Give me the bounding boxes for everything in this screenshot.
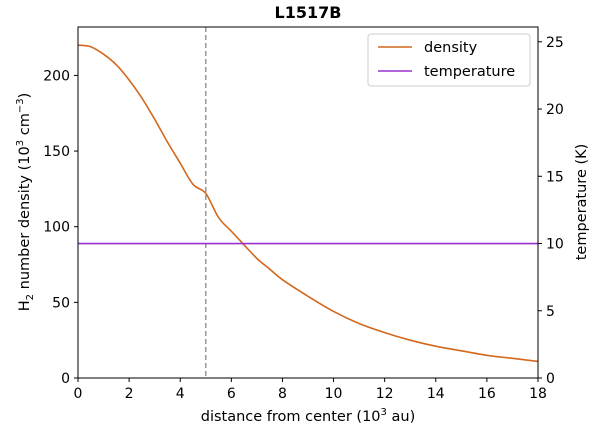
x-tick-label: 14: [427, 386, 445, 402]
y-left-tick-label: 50: [52, 295, 70, 311]
x-tick-label: 18: [529, 386, 547, 402]
x-tick-label: 4: [176, 386, 185, 402]
x-axis: 0 2 4 6 8 10 12 14 16 18: [74, 378, 547, 402]
y-right-tick-label: 10: [546, 237, 564, 253]
y-right-tick-label: 20: [546, 102, 564, 118]
y-left-tick-label: 150: [43, 144, 70, 160]
x-tick-label: 12: [376, 386, 394, 402]
x-axis-label: distance from center (103 au): [201, 407, 416, 425]
legend: density temperature: [367, 33, 531, 87]
x-tick-label: 16: [478, 386, 496, 402]
y-left-tick-label: 0: [61, 371, 70, 387]
y-right-tick-label: 15: [546, 169, 564, 185]
y-right-tick-label: 5: [546, 304, 555, 320]
y-right-tick-label: 25: [546, 35, 564, 51]
x-tick-label: 2: [125, 386, 134, 402]
legend-label-density: density: [424, 40, 478, 56]
legend-label-temperature: temperature: [424, 64, 515, 80]
x-tick-label: 8: [278, 386, 287, 402]
y-axis-left-label: H2 number density (103 cm−3): [15, 93, 36, 312]
x-tick-label: 6: [227, 386, 236, 402]
series-line-density: [77, 44, 539, 363]
plot-frame: [77, 26, 539, 379]
y-left-tick-label: 100: [43, 220, 70, 236]
y-axis-right-label: temperature (K): [574, 144, 590, 261]
chart-title: L1517B: [275, 3, 342, 22]
y-axis-right: 0 5 10 15 20 25: [538, 35, 564, 387]
y-left-tick-label: 200: [43, 68, 70, 84]
plot-area: [77, 27, 539, 378]
x-tick-label: 10: [325, 386, 343, 402]
y-axis-left: 0 50 100 150 200: [43, 68, 78, 387]
y-right-tick-label: 0: [546, 371, 555, 387]
x-tick-label: 0: [74, 386, 83, 402]
